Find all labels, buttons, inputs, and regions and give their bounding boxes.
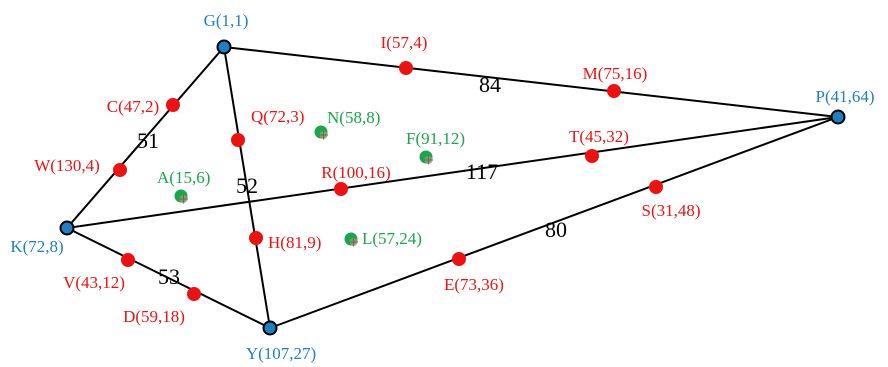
- node-label-m: M(75,16): [583, 64, 648, 83]
- node-label-d: D(59,18): [123, 307, 185, 326]
- node-g: [216, 39, 232, 55]
- node-label-h: H(81,9): [268, 233, 321, 252]
- node-label-l: L(57,24): [362, 229, 422, 248]
- edge-k-y: [66, 227, 271, 329]
- node-label-p: P(41,64): [815, 87, 874, 106]
- main-node-marker: [262, 320, 278, 336]
- node-label-c: C(47,2): [107, 97, 159, 116]
- node-r: [334, 182, 348, 196]
- node-h: [249, 231, 263, 245]
- red-node-marker: [187, 287, 201, 301]
- main-node-marker: [216, 39, 232, 55]
- node-v: [121, 253, 135, 267]
- node-l: [344, 232, 358, 247]
- node-label-q: Q(72,3): [251, 107, 304, 126]
- crosshair-icon: [179, 194, 188, 204]
- node-label-t: T(45,32): [569, 127, 629, 146]
- node-m: [607, 84, 621, 98]
- red-node-marker: [249, 231, 263, 245]
- crosshair-icon: [349, 237, 358, 247]
- red-node-marker: [607, 84, 621, 98]
- red-node-marker: [649, 180, 663, 194]
- node-label-w: W(130,4): [34, 156, 100, 175]
- node-label-y: Y(107,27): [246, 344, 316, 363]
- red-node-marker: [121, 253, 135, 267]
- node-label-e: E(73,36): [444, 275, 504, 294]
- node-a: [174, 189, 188, 204]
- edge-weight-g-k: 51: [137, 128, 159, 153]
- node-e: [452, 252, 466, 266]
- node-p: [830, 109, 846, 125]
- edge-weight-g-y: 52: [236, 173, 258, 198]
- edge-weight-k-p: 117: [466, 159, 498, 184]
- red-node-marker: [166, 98, 180, 112]
- node-labels-layer: G(1,1) P(41,64) K(72,8) Y(107,27) I(57,4) M(7…: [10, 11, 874, 363]
- node-w: [113, 163, 127, 177]
- node-label-n: N(58,8): [327, 108, 380, 127]
- edge-weight-k-y: 53: [158, 264, 180, 289]
- node-y: [262, 320, 278, 336]
- edge-g-y: [223, 46, 271, 329]
- red-node-marker: [399, 61, 413, 75]
- edge-k-p: [66, 116, 839, 229]
- node-label-s: S(31,48): [641, 201, 700, 220]
- node-label-a: A(15,6): [157, 168, 210, 187]
- main-node-marker: [830, 109, 846, 125]
- node-t: [585, 149, 599, 163]
- node-label-i: I(57,4): [381, 33, 428, 52]
- node-n: [314, 125, 328, 140]
- edge-g-p: [223, 46, 839, 118]
- node-i: [399, 61, 413, 75]
- red-node-marker: [585, 149, 599, 163]
- node-q: [231, 133, 245, 147]
- node-s: [649, 180, 663, 194]
- red-node-marker: [113, 163, 127, 177]
- red-node-marker: [452, 252, 466, 266]
- edge-weights-layer: 84 51 52 117 53 80: [137, 72, 567, 289]
- node-c: [166, 98, 180, 112]
- edges-layer: [66, 46, 839, 329]
- node-k: [59, 220, 75, 236]
- node-label-g: G(1,1): [204, 11, 249, 30]
- node-f: [419, 150, 433, 165]
- crosshair-icon: [319, 130, 328, 140]
- edge-weight-y-p: 80: [545, 217, 567, 242]
- edge-g-k: [66, 46, 225, 229]
- edge-weight-g-p: 84: [479, 72, 501, 97]
- crosshair-icon: [424, 155, 433, 165]
- edge-y-p: [269, 116, 839, 329]
- node-label-k: K(72,8): [10, 237, 63, 256]
- node-label-f: F(91,12): [406, 129, 465, 148]
- main-node-marker: [59, 220, 75, 236]
- nodes-layer: [59, 39, 846, 336]
- red-node-marker: [334, 182, 348, 196]
- node-label-v: V(43,12): [63, 273, 125, 292]
- node-label-r: R(100,16): [321, 163, 390, 182]
- node-d: [187, 287, 201, 301]
- red-node-marker: [231, 133, 245, 147]
